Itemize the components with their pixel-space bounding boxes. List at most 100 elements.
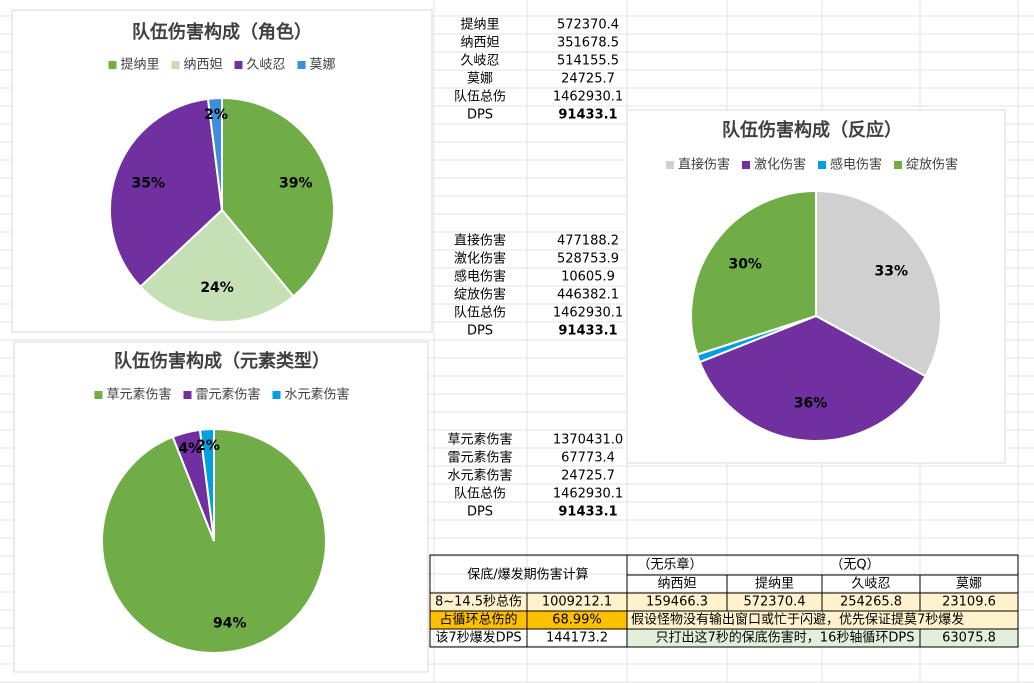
table-label: 雷元素伤害	[447, 450, 512, 466]
table-label: 久岐忍	[460, 54, 499, 69]
column-header: 久岐忍	[851, 577, 890, 592]
data-label: 24%	[200, 280, 234, 296]
cell-bg	[627, 611, 1018, 629]
legend-swatch	[665, 161, 674, 169]
table-label: 激化伤害	[454, 251, 506, 267]
calc-title: 保底/爆发期伤害计算	[467, 567, 588, 583]
column-header: 纳西妲	[657, 577, 696, 592]
table-cell: 63075.8	[942, 631, 996, 646]
pie-slice	[221, 96, 335, 298]
table-value: 24725.7	[561, 469, 615, 484]
legend-swatch	[741, 161, 750, 169]
legend-item: 水元素伤害	[272, 387, 350, 403]
legend-swatch	[94, 391, 103, 399]
pie-slice	[138, 208, 295, 323]
column-header: 莫娜	[956, 577, 982, 592]
pie-slice	[109, 97, 224, 289]
table-cell: 23109.6	[942, 595, 996, 610]
data-label: 30%	[728, 257, 762, 273]
pie-slice	[198, 427, 215, 542]
legend-item: 久岐忍	[234, 58, 286, 73]
legend-swatch	[894, 161, 903, 169]
legend-label: 草元素伤害	[106, 387, 171, 403]
table-value: 91433.1	[558, 108, 617, 123]
legend-label: 雷元素伤害	[195, 387, 260, 403]
pie-slice	[815, 189, 942, 378]
table-label: 草元素伤害	[447, 432, 512, 448]
legend-label: 感电伤害	[830, 157, 882, 173]
data-label: 4%	[178, 441, 202, 457]
legend-swatch	[171, 61, 180, 69]
table-value: 528753.9	[557, 252, 619, 267]
legend-item: 直接伤害	[665, 157, 730, 173]
legend-item: 感电伤害	[818, 157, 882, 173]
table-cell: 68.99%	[552, 613, 602, 628]
group-label: （无Q）	[830, 558, 879, 573]
legend-item: 激化伤害	[741, 157, 806, 173]
table-border	[429, 554, 1019, 648]
pie-slice	[690, 189, 817, 356]
table-value: 91433.1	[558, 505, 617, 520]
table-label: 队伍总伤	[454, 487, 506, 502]
data-label: 94%	[213, 616, 247, 632]
chart-title: 队伍伤害构成（角色）	[132, 21, 312, 43]
table-value: 1370431.0	[553, 433, 623, 448]
data-label: 2%	[204, 107, 228, 123]
legend-label: 激化伤害	[754, 157, 806, 173]
table-cell: 144173.2	[546, 631, 608, 646]
table-cell: 572370.4	[743, 595, 805, 610]
table-label: 队伍总伤	[454, 90, 506, 105]
legend-label: 提纳里	[120, 57, 159, 73]
cell-bg	[430, 593, 1018, 611]
table-value: 572370.4	[557, 18, 619, 33]
table-value: 1462930.1	[553, 306, 623, 321]
table-label: 纳西妲	[460, 36, 499, 51]
pie-slice	[206, 96, 223, 211]
group-label: （无乐章）	[637, 557, 702, 573]
table-value: 446382.1	[557, 288, 619, 303]
legend-item: 提纳里	[108, 57, 159, 73]
chart-title: 队伍伤害构成（元素类型）	[114, 350, 330, 372]
data-label: 35%	[131, 175, 165, 191]
note: 只打出这7秒的保底伤害时，16秒轴循环DPS	[656, 630, 915, 646]
legend-label: 纳西妲	[183, 58, 222, 73]
legend-swatch	[272, 391, 281, 399]
table-label: 直接伤害	[454, 233, 506, 249]
legend-label: 绽放伤害	[906, 157, 958, 173]
table-value: 24725.7	[561, 72, 615, 87]
legend-label: 水元素伤害	[285, 387, 350, 403]
table-value: 1462930.1	[553, 487, 623, 502]
legend-item: 绽放伤害	[894, 157, 958, 173]
table-label: 绽放伤害	[454, 287, 506, 303]
data-label: 33%	[875, 263, 909, 279]
table-label: 水元素伤害	[447, 468, 512, 484]
legend-item: 纳西妲	[171, 58, 223, 73]
chart-title: 队伍伤害构成（反应）	[722, 119, 902, 141]
table-label: DPS	[467, 324, 493, 339]
table-label: 提纳里	[460, 17, 499, 33]
legend-swatch	[234, 61, 243, 69]
table-cell: 254265.8	[840, 595, 902, 610]
legend-swatch	[108, 61, 117, 69]
table-label: 莫娜	[467, 72, 493, 87]
legend-item: 草元素伤害	[94, 387, 171, 403]
legend-swatch	[183, 391, 192, 399]
table-value: 351678.5	[557, 36, 619, 51]
table-cell: 占循环总伤的	[439, 612, 517, 628]
table-value: 514155.5	[557, 54, 619, 69]
legend-swatch	[297, 61, 306, 69]
note: 假设怪物没有输出窗口或忙于闪避，优先保证提莫7秒爆发	[631, 612, 964, 628]
data-label: 36%	[794, 395, 828, 411]
table-label: DPS	[467, 108, 493, 123]
table-value: 67773.4	[561, 451, 615, 466]
legend-item: 雷元素伤害	[183, 387, 261, 403]
table-value: 10605.9	[561, 270, 615, 285]
table-value: 91433.1	[558, 324, 617, 339]
table-cell: 1009212.1	[542, 595, 612, 610]
table-cell: 8~14.5秒总伤	[435, 595, 522, 610]
table-cell: 该7秒爆发DPS	[435, 630, 521, 646]
legend-label: 莫娜	[310, 58, 336, 73]
table-label: DPS	[467, 505, 493, 520]
